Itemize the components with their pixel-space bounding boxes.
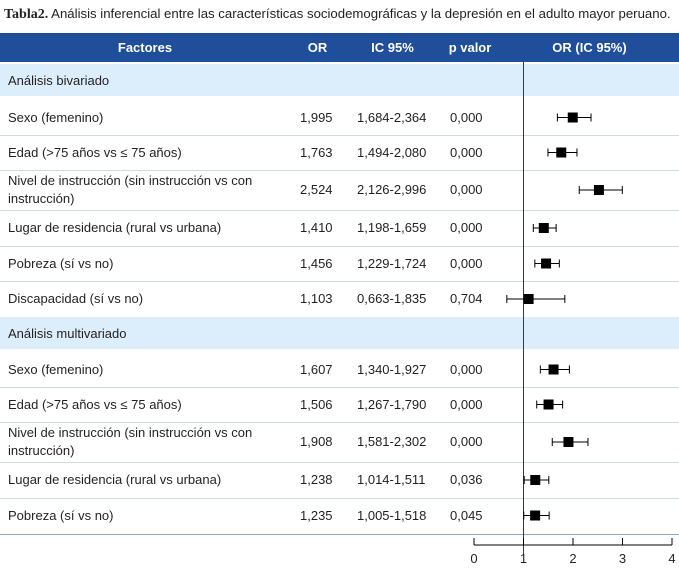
factor-label: Nivel de instrucción (sin instrucción vs… <box>8 173 253 206</box>
or-value: 1,607 <box>300 361 333 377</box>
or-value: 1,103 <box>300 291 333 306</box>
section-label: Análisis multivariado <box>8 325 127 341</box>
p-value: 0,000 <box>450 144 483 160</box>
factor-label: Pobreza (sí vs no) <box>8 507 114 523</box>
section-label: Análisis bivariado <box>8 72 110 88</box>
section-header: Análisis bivariado <box>0 64 679 96</box>
table-number: Tabla2. <box>4 7 49 22</box>
header-factors: Factores <box>117 40 173 55</box>
or-value: 2,524 <box>300 182 333 197</box>
or-marker <box>567 112 578 123</box>
or-marker <box>530 475 541 485</box>
header-plot: OR (IC 95%) <box>552 40 627 55</box>
or-marker <box>556 147 567 158</box>
ic-value: 1,198-1,659 <box>357 220 427 235</box>
ic-value: 1,229-1,724 <box>357 255 427 271</box>
p-value: 0,000 <box>450 220 483 235</box>
factor-label: Discapacidad (sí vs no) <box>8 291 144 306</box>
row-divider <box>0 462 679 463</box>
or-value: 1,238 <box>300 472 333 487</box>
x-tick-label: 1 <box>520 551 527 566</box>
table-title: Tabla2. Análisis inferencial entre las c… <box>4 6 671 23</box>
row-divider <box>0 170 679 171</box>
ic-value: 1,014-1,511 <box>357 472 426 487</box>
p-value: 0,000 <box>450 109 483 125</box>
ic-value: 1,340-1,927 <box>357 361 427 377</box>
row-divider <box>0 387 679 388</box>
factor-label: Lugar de residencia (rural vs urbana) <box>8 220 222 235</box>
header-or: OR <box>307 40 328 55</box>
p-value: 0,704 <box>450 291 483 306</box>
x-tick-label: 2 <box>569 551 576 566</box>
factor-label: Sexo (femenino) <box>8 109 104 125</box>
ic-value: 1,267-1,790 <box>357 396 427 412</box>
x-tick-label: 3 <box>619 551 626 566</box>
row-divider <box>0 210 679 211</box>
p-value: 0,000 <box>450 434 483 449</box>
or-value: 1,995 <box>300 109 333 125</box>
ic-value: 1,005-1,518 <box>357 507 427 523</box>
x-tick-label: 0 <box>470 551 477 566</box>
factor-label: Edad (>75 años vs ≤ 75 años) <box>8 396 182 412</box>
x-tick-label: 4 <box>668 551 675 566</box>
row-divider <box>0 246 679 247</box>
p-value: 0,000 <box>450 255 483 271</box>
factor-label: Lugar de residencia (rural vs urbana) <box>8 472 222 487</box>
header-p: p valor <box>448 40 492 55</box>
or-marker <box>543 399 554 410</box>
section-header: Análisis multivariado <box>0 317 679 349</box>
p-value: 0,000 <box>450 396 483 412</box>
factor-label: Nivel de instrucción (sin instrucción vs… <box>8 425 253 458</box>
ic-value: 2,126-2,996 <box>357 182 427 197</box>
p-value: 0,045 <box>450 507 483 523</box>
table-bottom-rule <box>0 534 679 535</box>
or-value: 1,410 <box>300 220 333 235</box>
table-header: Factores OR IC 95% p valor OR (IC 95%) <box>0 33 679 62</box>
ic-value: 1,494-2,080 <box>357 144 427 160</box>
row-divider <box>0 281 679 282</box>
ic-value: 1,581-2,302 <box>357 434 427 449</box>
or-marker <box>538 223 549 233</box>
or-marker <box>541 258 552 269</box>
header-ic: IC 95% <box>371 40 414 55</box>
ic-value: 0,663-1,835 <box>357 291 427 306</box>
row-divider <box>0 135 679 136</box>
or-marker <box>530 510 541 521</box>
ic-value: 1,684-2,364 <box>357 109 427 125</box>
or-value: 1,506 <box>300 396 333 412</box>
row-divider <box>0 422 679 423</box>
or-marker <box>523 294 534 304</box>
factor-label: Edad (>75 años vs ≤ 75 años) <box>8 144 182 160</box>
p-value: 0,036 <box>450 472 483 487</box>
or-value: 1,456 <box>300 255 333 271</box>
or-value: 1,763 <box>300 144 333 160</box>
factor-label: Sexo (femenino) <box>8 361 104 377</box>
or-marker <box>548 364 559 375</box>
factor-label: Pobreza (sí vs no) <box>8 255 114 271</box>
row-divider <box>0 498 679 499</box>
p-value: 0,000 <box>450 361 483 377</box>
or-marker <box>593 185 604 195</box>
table-caption: Análisis inferencial entre las caracterí… <box>51 6 671 21</box>
p-value: 0,000 <box>450 182 483 197</box>
or-value: 1,235 <box>300 507 333 523</box>
or-marker <box>563 437 574 447</box>
or-value: 1,908 <box>300 434 333 449</box>
